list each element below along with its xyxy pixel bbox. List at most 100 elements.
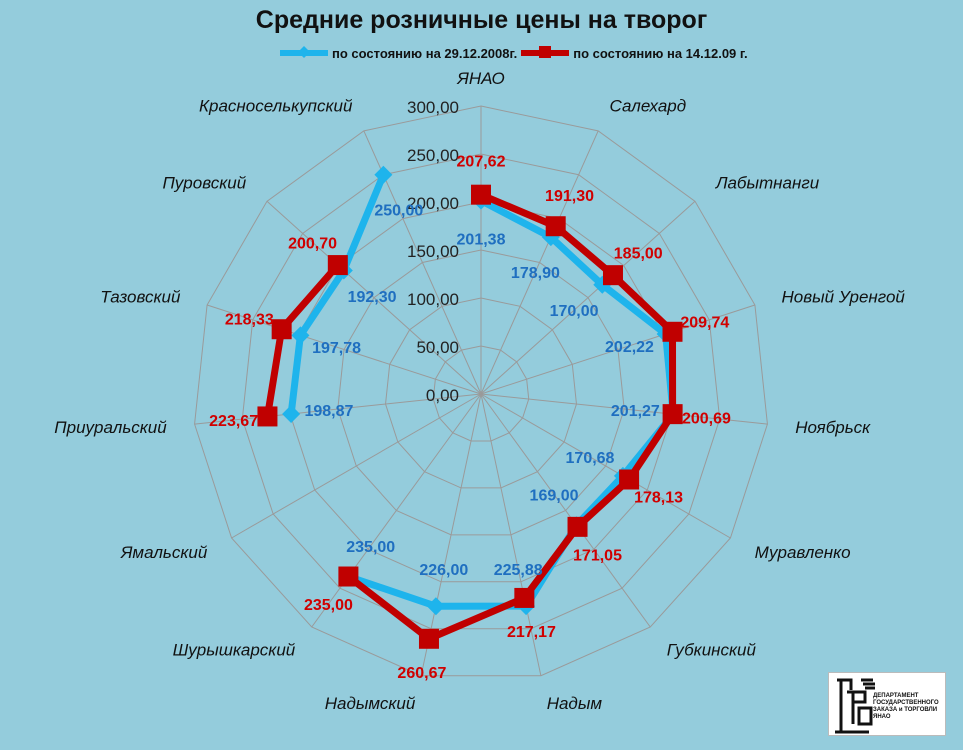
grid-ring bbox=[432, 345, 530, 442]
series-line-segment bbox=[296, 266, 348, 339]
series-line-segment bbox=[278, 261, 342, 333]
data-label-2009: 200,70 bbox=[288, 235, 337, 252]
category-label: Пуровский bbox=[162, 174, 246, 193]
data-label-2008: 178,90 bbox=[511, 265, 560, 282]
grid-ring bbox=[241, 153, 721, 630]
data-label-2009: 200,69 bbox=[682, 411, 731, 428]
legend-entry-2009: по состоянию на 14.12.09 г. bbox=[521, 45, 748, 61]
department-emblem-icon bbox=[835, 678, 875, 734]
grid-spoke bbox=[480, 393, 731, 539]
data-label-2008: 235,00 bbox=[346, 539, 395, 556]
grid-ring bbox=[385, 297, 577, 489]
series-line-segment bbox=[287, 331, 304, 418]
data-point-2009 bbox=[545, 216, 566, 237]
data-point-2008 bbox=[291, 326, 310, 345]
series-line-segment bbox=[263, 325, 286, 420]
data-point-2009 bbox=[602, 265, 623, 286]
data-label-2008: 226,00 bbox=[419, 562, 468, 579]
axis-tick-label: 0,00 bbox=[426, 386, 459, 405]
data-label-2008: 170,68 bbox=[566, 450, 615, 467]
logo-text: ДЕПАРТАМЕНТ ГОСУДАРСТВЕННОГО ЗАКАЗА и ТО… bbox=[873, 693, 939, 720]
legend-label-2008: по состоянию на 29.12.2008г. bbox=[332, 45, 518, 61]
department-logo: ДЕПАРТАМЕНТ ГОСУДАРСТВЕННОГО ЗАКАЗА и ТО… bbox=[828, 672, 946, 736]
legend-swatch-2009 bbox=[521, 46, 570, 58]
series-line-segment bbox=[477, 197, 555, 241]
data-label-2009: 178,13 bbox=[634, 490, 683, 507]
data-label-2009: 223,67 bbox=[209, 413, 258, 430]
series-line-segment bbox=[547, 233, 606, 289]
axis-tick-label: 100,00 bbox=[407, 290, 459, 309]
data-point-2009 bbox=[257, 406, 278, 427]
data-point-2009 bbox=[514, 587, 535, 608]
category-label: Приуральский bbox=[54, 418, 167, 437]
data-label-2009: 217,17 bbox=[507, 624, 556, 641]
data-point-2008 bbox=[374, 165, 393, 184]
axis-tick-label: 50,00 bbox=[416, 338, 459, 357]
data-label-2008: 198,87 bbox=[304, 403, 353, 420]
grid-ring bbox=[337, 249, 625, 536]
grid-spoke bbox=[231, 393, 482, 539]
grid-spoke bbox=[206, 304, 482, 395]
data-point-2008 bbox=[282, 404, 301, 423]
legend-label-2009: по состоянию на 14.12.09 г. bbox=[573, 45, 748, 61]
legend-entry-2008: по состоянию на 29.12.2008г. bbox=[280, 46, 517, 61]
series-line-segment bbox=[344, 573, 440, 610]
data-label-2009: 235,00 bbox=[304, 597, 353, 614]
legend: по состоянию на 29.12.2008г. по состояни… bbox=[280, 44, 752, 62]
category-label: Салехард bbox=[610, 96, 687, 115]
data-point-2009 bbox=[327, 255, 348, 276]
data-label-2008: 250,00 bbox=[374, 202, 423, 219]
category-label: Губкинский bbox=[667, 641, 757, 660]
grid-spoke bbox=[480, 130, 599, 395]
data-label-2008: 170,00 bbox=[550, 303, 599, 320]
axis-tick-label: 200,00 bbox=[407, 194, 459, 213]
data-label-2009: 209,74 bbox=[680, 314, 729, 331]
series-line-segment bbox=[625, 410, 677, 484]
data-label-2009: 218,33 bbox=[225, 312, 274, 329]
category-label: Тазовский bbox=[100, 287, 181, 306]
category-label: ЯНАО bbox=[456, 69, 504, 88]
data-point-2008 bbox=[426, 597, 445, 616]
legend-swatch-2008 bbox=[280, 46, 328, 58]
category-label: Надымский bbox=[325, 694, 416, 713]
grid-spoke bbox=[480, 304, 756, 395]
grid-spoke bbox=[420, 393, 482, 676]
category-label: Лабытнанги bbox=[715, 174, 820, 193]
grid-spoke bbox=[266, 200, 482, 395]
data-label-2009: 185,00 bbox=[614, 245, 663, 262]
data-label-2008: 201,38 bbox=[457, 232, 506, 249]
category-label: Ямальский bbox=[120, 543, 208, 562]
data-label-2008: 202,22 bbox=[605, 339, 654, 356]
data-point-2009 bbox=[567, 516, 588, 537]
data-point-2009 bbox=[418, 628, 439, 649]
data-label-2008: 197,78 bbox=[312, 340, 361, 357]
data-point-2009 bbox=[662, 321, 683, 342]
data-label-2009: 207,62 bbox=[457, 154, 506, 171]
grid-spoke bbox=[194, 393, 482, 425]
data-label-2008: 169,00 bbox=[530, 488, 579, 505]
axis-tick-label: 300,00 bbox=[407, 98, 459, 117]
grid-spoke bbox=[480, 393, 768, 425]
series-line-segment bbox=[598, 281, 670, 338]
data-point-2009 bbox=[338, 566, 359, 587]
category-label: Шурышкарский bbox=[173, 641, 296, 660]
axis-tick-label: 250,00 bbox=[407, 146, 459, 165]
data-point-2009 bbox=[271, 319, 292, 340]
series-line-segment bbox=[520, 523, 582, 602]
grid-spoke bbox=[480, 393, 651, 628]
grid-ring bbox=[194, 105, 768, 677]
data-point-2009 bbox=[619, 469, 640, 490]
data-label-2009: 171,05 bbox=[573, 547, 622, 564]
data-point-2009 bbox=[471, 184, 491, 205]
category-label: Ноябрьск bbox=[795, 418, 871, 437]
category-label: Красноселькупский bbox=[199, 96, 353, 115]
category-label: Новый Уренгой bbox=[782, 287, 906, 306]
category-label: Надым bbox=[547, 694, 603, 713]
data-label-2009: 191,30 bbox=[545, 188, 594, 205]
series-line-segment bbox=[477, 191, 560, 230]
series-line-segment bbox=[425, 594, 528, 643]
series-line-segment bbox=[344, 573, 433, 643]
data-point-2009 bbox=[662, 404, 683, 425]
data-label-2008: 225,88 bbox=[494, 562, 543, 579]
